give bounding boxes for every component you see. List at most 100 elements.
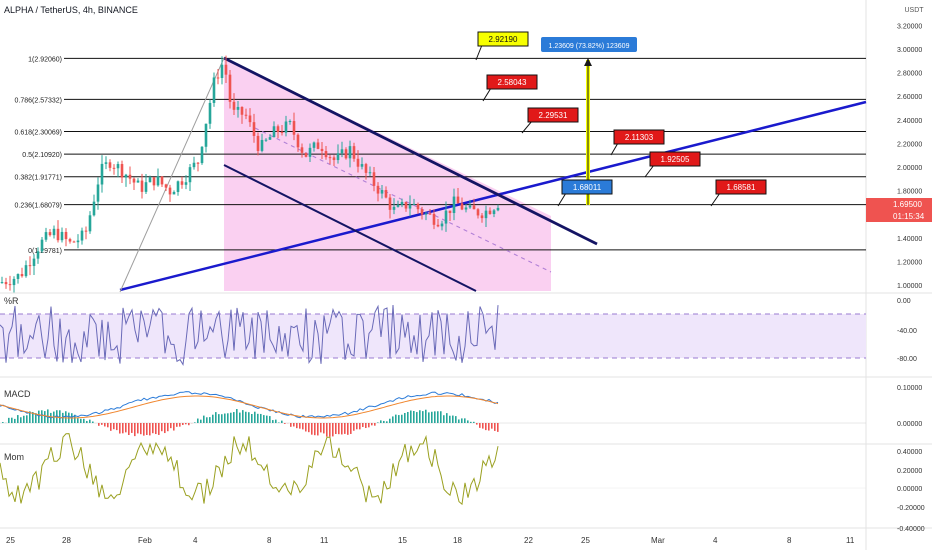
candle-body[interactable] xyxy=(340,149,344,154)
candle-body[interactable] xyxy=(256,135,260,151)
candle-body[interactable] xyxy=(164,184,168,188)
candle-body[interactable] xyxy=(300,147,304,153)
candle-body[interactable] xyxy=(128,174,132,179)
candle-body[interactable] xyxy=(484,210,488,219)
candle-body[interactable] xyxy=(220,64,224,78)
candle-body[interactable] xyxy=(396,204,400,207)
candle-body[interactable] xyxy=(268,137,272,140)
candle-body[interactable] xyxy=(28,265,32,267)
candle-body[interactable] xyxy=(12,278,16,286)
candle-body[interactable] xyxy=(196,162,200,164)
candle-body[interactable] xyxy=(448,210,452,214)
candle-body[interactable] xyxy=(244,114,248,116)
candle-body[interactable] xyxy=(372,172,376,186)
candle-body[interactable] xyxy=(440,223,444,227)
candle-body[interactable] xyxy=(332,157,336,161)
symbol-title[interactable]: ALPHA / TetherUS, 4h, BINANCE xyxy=(4,5,138,15)
candle-body[interactable] xyxy=(76,240,80,243)
candle-body[interactable] xyxy=(232,101,236,110)
candle-body[interactable] xyxy=(228,74,232,102)
candle-body[interactable] xyxy=(492,210,496,215)
candle-body[interactable] xyxy=(296,134,300,148)
candle-body[interactable] xyxy=(276,126,280,132)
candle-body[interactable] xyxy=(52,228,56,236)
candle-body[interactable] xyxy=(452,196,456,214)
candle-body[interactable] xyxy=(272,126,276,138)
candle-body[interactable] xyxy=(436,224,440,227)
candle-body[interactable] xyxy=(424,213,428,215)
candle-body[interactable] xyxy=(48,232,52,236)
candle-body[interactable] xyxy=(408,204,412,209)
callout-box[interactable] xyxy=(486,74,538,90)
candle-body[interactable] xyxy=(80,230,84,241)
candle-body[interactable] xyxy=(292,121,296,135)
candle-body[interactable] xyxy=(488,210,492,215)
candle-body[interactable] xyxy=(184,182,188,185)
candle-body[interactable] xyxy=(108,162,112,168)
candle-body[interactable] xyxy=(20,274,24,277)
candle-body[interactable] xyxy=(144,182,148,192)
candle-body[interactable] xyxy=(72,241,76,243)
candle-body[interactable] xyxy=(224,64,228,75)
candle-body[interactable] xyxy=(248,115,252,123)
candle-body[interactable] xyxy=(400,201,404,205)
candle-body[interactable] xyxy=(40,239,44,252)
callout-box[interactable] xyxy=(561,179,613,195)
candle-body[interactable] xyxy=(100,163,104,185)
callout-box[interactable] xyxy=(715,179,767,195)
candle-body[interactable] xyxy=(468,205,472,208)
candle-body[interactable] xyxy=(360,164,364,167)
wr-title[interactable]: %R xyxy=(4,296,19,306)
candle-body[interactable] xyxy=(16,274,20,279)
candle-body[interactable] xyxy=(44,232,48,240)
callout-box[interactable] xyxy=(477,31,529,47)
candle-body[interactable] xyxy=(384,189,388,198)
candle-body[interactable] xyxy=(64,231,68,240)
candle-body[interactable] xyxy=(304,152,308,157)
candle-body[interactable] xyxy=(460,203,464,210)
candle-body[interactable] xyxy=(240,106,244,115)
candle-body[interactable] xyxy=(412,203,416,205)
candle-body[interactable] xyxy=(168,187,172,195)
candle-body[interactable] xyxy=(188,167,192,183)
candle-body[interactable] xyxy=(284,121,288,133)
candle-body[interactable] xyxy=(132,178,136,183)
candle-body[interactable] xyxy=(212,77,216,103)
candle-body[interactable] xyxy=(380,189,384,194)
candle-body[interactable] xyxy=(356,158,360,167)
candle-body[interactable] xyxy=(280,131,284,133)
candle-body[interactable] xyxy=(368,172,372,174)
candle-body[interactable] xyxy=(344,149,348,159)
channel-upper-line[interactable] xyxy=(223,56,598,246)
candle-body[interactable] xyxy=(352,146,356,159)
candle-body[interactable] xyxy=(216,77,220,79)
trend-line[interactable] xyxy=(119,100,867,292)
candle-body[interactable] xyxy=(444,210,448,224)
candle-body[interactable] xyxy=(496,207,500,211)
candle-body[interactable] xyxy=(432,213,436,225)
candle-body[interactable] xyxy=(336,153,340,161)
candle-body[interactable] xyxy=(104,162,108,164)
candle-body[interactable] xyxy=(176,181,180,192)
candle-body[interactable] xyxy=(152,177,156,186)
candle-body[interactable] xyxy=(472,205,476,210)
candle-body[interactable] xyxy=(348,146,352,159)
candle-body[interactable] xyxy=(32,258,36,267)
callout-box[interactable] xyxy=(613,129,665,145)
candle-body[interactable] xyxy=(56,228,60,241)
channel-lower-line[interactable] xyxy=(223,164,477,292)
candle-body[interactable] xyxy=(288,121,292,123)
candle-body[interactable] xyxy=(480,215,484,219)
mom-title[interactable]: Mom xyxy=(4,452,24,462)
candle-body[interactable] xyxy=(392,206,396,210)
candle-body[interactable] xyxy=(404,201,408,209)
candle-body[interactable] xyxy=(60,231,64,241)
candle-body[interactable] xyxy=(324,151,328,158)
candle-body[interactable] xyxy=(328,157,332,159)
candle-body[interactable] xyxy=(160,176,164,185)
candle-body[interactable] xyxy=(428,213,432,215)
candle-body[interactable] xyxy=(376,185,380,194)
candle-body[interactable] xyxy=(252,122,256,136)
candle-body[interactable] xyxy=(124,174,128,178)
